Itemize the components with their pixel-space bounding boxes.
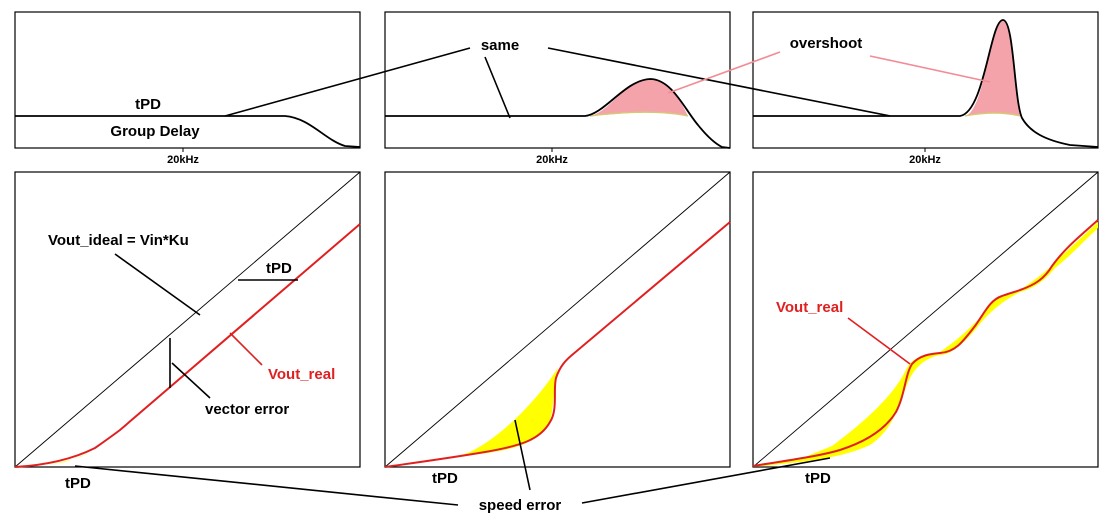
- group-delay-curve: [753, 19, 1099, 148]
- flat-reference-curve: [589, 111, 689, 117]
- speed-error-leader-3: [581, 457, 831, 504]
- panel-frame: [752, 11, 1099, 149]
- vout-real-leader-3: [847, 317, 911, 365]
- tpd-bottom-label-2: tPD: [432, 470, 458, 487]
- tpd-bottom-label-1: tPD: [65, 475, 91, 492]
- same-leader-2: [484, 56, 511, 119]
- same-leader-1: [224, 47, 471, 117]
- flat-reference-curve: [964, 112, 1021, 117]
- tpd-bottom-label-3: tPD: [805, 470, 831, 487]
- group-delay-label: Group Delay: [110, 123, 200, 140]
- transfer-panel-2: [384, 171, 731, 468]
- tpd-label-top: tPD: [135, 96, 161, 113]
- group-delay-curve: [15, 115, 361, 148]
- overshoot-leader-2: [869, 55, 991, 83]
- panel-frame: [14, 11, 361, 149]
- vector-error-leader: [171, 362, 211, 399]
- real-output-curve: [752, 219, 1099, 467]
- group-delay-panel-1: [14, 11, 361, 149]
- overshoot-leader-1: [667, 51, 781, 94]
- freq-tick-label-1: 20kHz: [167, 154, 199, 166]
- vout-ideal-label: Vout_ideal = Vin*Ku: [48, 232, 189, 249]
- speed-error-label: speed error: [479, 497, 562, 514]
- ideal-output-line: [14, 171, 361, 468]
- vout-ideal-leader: [114, 253, 201, 316]
- ideal-output-line: [384, 171, 731, 468]
- panel-frame: [384, 11, 731, 149]
- real-output-curve: [14, 223, 361, 468]
- vout-real-label-1: Vout_real: [268, 366, 335, 383]
- freq-tick-label-2: 20kHz: [536, 154, 568, 166]
- ideal-output-line: [752, 171, 1099, 468]
- group-delay-panel-2: [384, 11, 731, 149]
- same-label: same: [481, 37, 519, 54]
- real-output-curve: [384, 221, 731, 468]
- transfer-panel-1: [14, 171, 361, 468]
- vector-error-label: vector error: [205, 401, 289, 418]
- speed-error-leader-2: [514, 419, 531, 491]
- speed-error-area: [385, 368, 558, 467]
- transfer-panel-3: [752, 171, 1099, 468]
- same-leader-3: [547, 47, 891, 117]
- freq-tick-label-3: 20kHz: [909, 154, 941, 166]
- vout-real-leader-1: [229, 332, 263, 366]
- tpd-slope-label: tPD: [266, 260, 292, 277]
- overshoot-label: overshoot: [790, 35, 863, 52]
- overshoot-area: [965, 20, 1020, 116]
- vout-real-label-3: Vout_real: [776, 299, 843, 316]
- speed-error-leader-1: [74, 465, 459, 506]
- overshoot-area: [590, 79, 688, 116]
- group-delay-curve: [385, 78, 731, 149]
- group-delay-panel-3: [752, 11, 1099, 149]
